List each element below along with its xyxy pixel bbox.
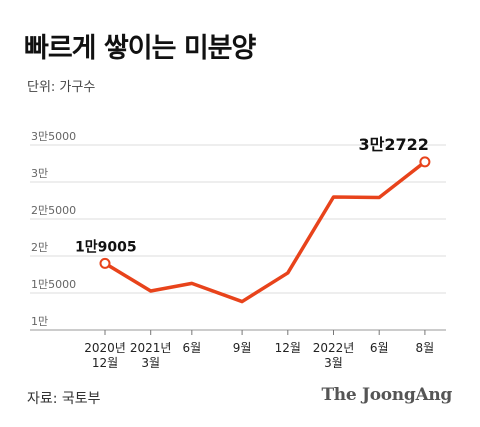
x-tick-label: 12월 xyxy=(275,341,301,355)
data-point-marker xyxy=(419,156,431,168)
unit-label: 단위: 가구수 xyxy=(27,80,96,95)
x-tick-label: 6월 xyxy=(370,341,389,355)
data-point-marker xyxy=(99,257,111,269)
data-points xyxy=(99,156,431,269)
data-label: 1만9005 xyxy=(75,239,137,255)
x-tick-label: 2021년 xyxy=(130,341,172,355)
series-line xyxy=(103,160,427,304)
data-label: 3만2722 xyxy=(359,135,429,154)
x-tick-label: 6월 xyxy=(182,341,201,355)
source-label: 자료: 국토부 xyxy=(27,391,101,407)
chart-title: 빠르게 쌓이는 미분양 xyxy=(24,33,256,64)
y-tick-label: 1만 xyxy=(31,315,48,328)
x-tick-label: 2020년 xyxy=(84,341,126,355)
y-tick-labels: 1만 1만5000 2만 2만5000 3만 3만5000 xyxy=(31,130,76,328)
y-tick-label: 2만5000 xyxy=(31,204,76,217)
x-tick-label: 9월 xyxy=(233,341,252,355)
x-tick-label: 2022년 xyxy=(313,341,355,355)
data-labels: 1만9005 3만2722 xyxy=(75,135,429,256)
x-tick-label: 12월 xyxy=(92,356,118,370)
series-polyline xyxy=(103,160,427,304)
grid-lines xyxy=(30,144,446,331)
brand-logo: The JoongAng xyxy=(321,385,452,405)
y-tick-label: 2만 xyxy=(31,241,48,254)
x-tick-label: 3월 xyxy=(141,356,160,370)
x-tick-label: 8월 xyxy=(416,341,435,355)
y-tick-label: 3만5000 xyxy=(31,130,76,143)
x-tick-label: 3월 xyxy=(324,356,343,370)
y-tick-label: 3만 xyxy=(31,167,48,180)
y-tick-label: 1만5000 xyxy=(31,278,76,291)
